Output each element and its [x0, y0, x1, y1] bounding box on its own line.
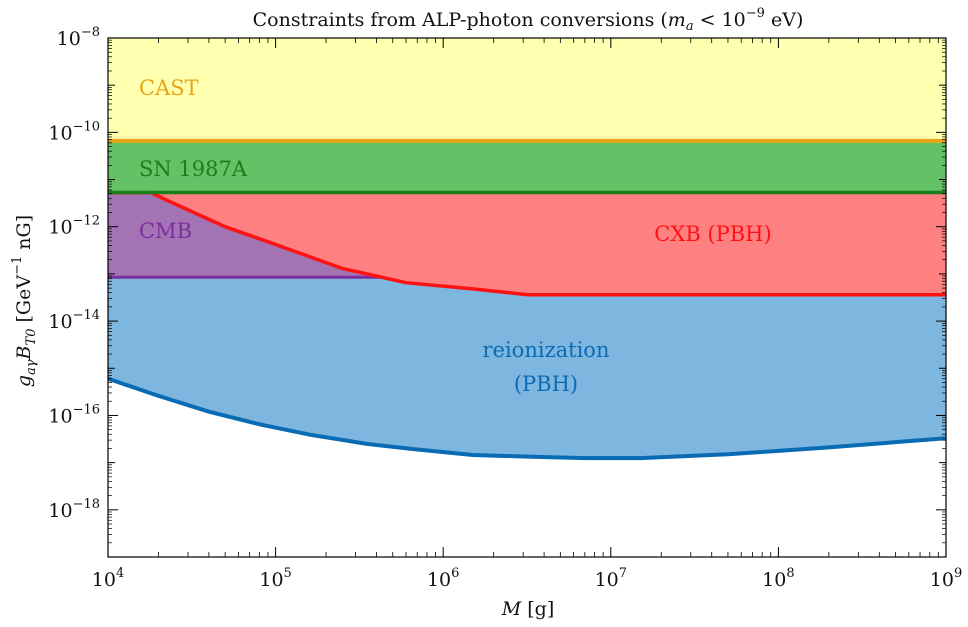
x-tick-label: 109 — [930, 566, 962, 591]
chart-title: Constraints from ALP-photon conversions … — [253, 6, 804, 34]
constraint-regions — [107, 38, 947, 461]
cast-region — [108, 38, 946, 141]
sn1987a-region — [108, 140, 946, 193]
cxb-region — [108, 192, 946, 295]
cmb-label: CMB — [139, 219, 192, 243]
x-tick-label: 104 — [92, 566, 124, 591]
cast-label: CAST — [139, 76, 199, 100]
x-tick-label: 108 — [762, 566, 794, 591]
cxb-label: CXB (PBH) — [654, 222, 771, 246]
x-tick-label: 107 — [595, 566, 627, 591]
reionization-label-line2: (PBH) — [514, 372, 578, 396]
x-tick-label: 105 — [259, 566, 291, 591]
sn1987a-label: SN 1987A — [139, 157, 248, 181]
y-axis-label: gaγBT0 [GeV−1 nG] — [10, 215, 39, 387]
reionization-label-line1: reionization — [483, 338, 610, 362]
axes-frame — [107, 37, 947, 558]
y-tick-label: 10−10 — [48, 119, 100, 144]
reionization-boundary — [107, 376, 947, 461]
y-tick-label: 10−12 — [48, 214, 100, 239]
x-axis-label: M [g] — [501, 598, 555, 620]
y-tick-label: 10−18 — [48, 497, 100, 522]
y-tick-label: 10−8 — [57, 25, 100, 50]
y-tick-label: 10−14 — [48, 308, 100, 333]
axes: 104 105 106 107 108 109 10−8 10−10 10−12 10−14 10−… — [48, 25, 962, 591]
cxb-boundary — [108, 190, 946, 297]
region-labels: CAST SN 1987A CMB CXB (PBH) reionization (PBH… — [139, 76, 772, 396]
x-tick-label: 106 — [427, 566, 459, 591]
y-tick-label: 10−16 — [48, 402, 100, 427]
reionization-region — [108, 277, 946, 459]
